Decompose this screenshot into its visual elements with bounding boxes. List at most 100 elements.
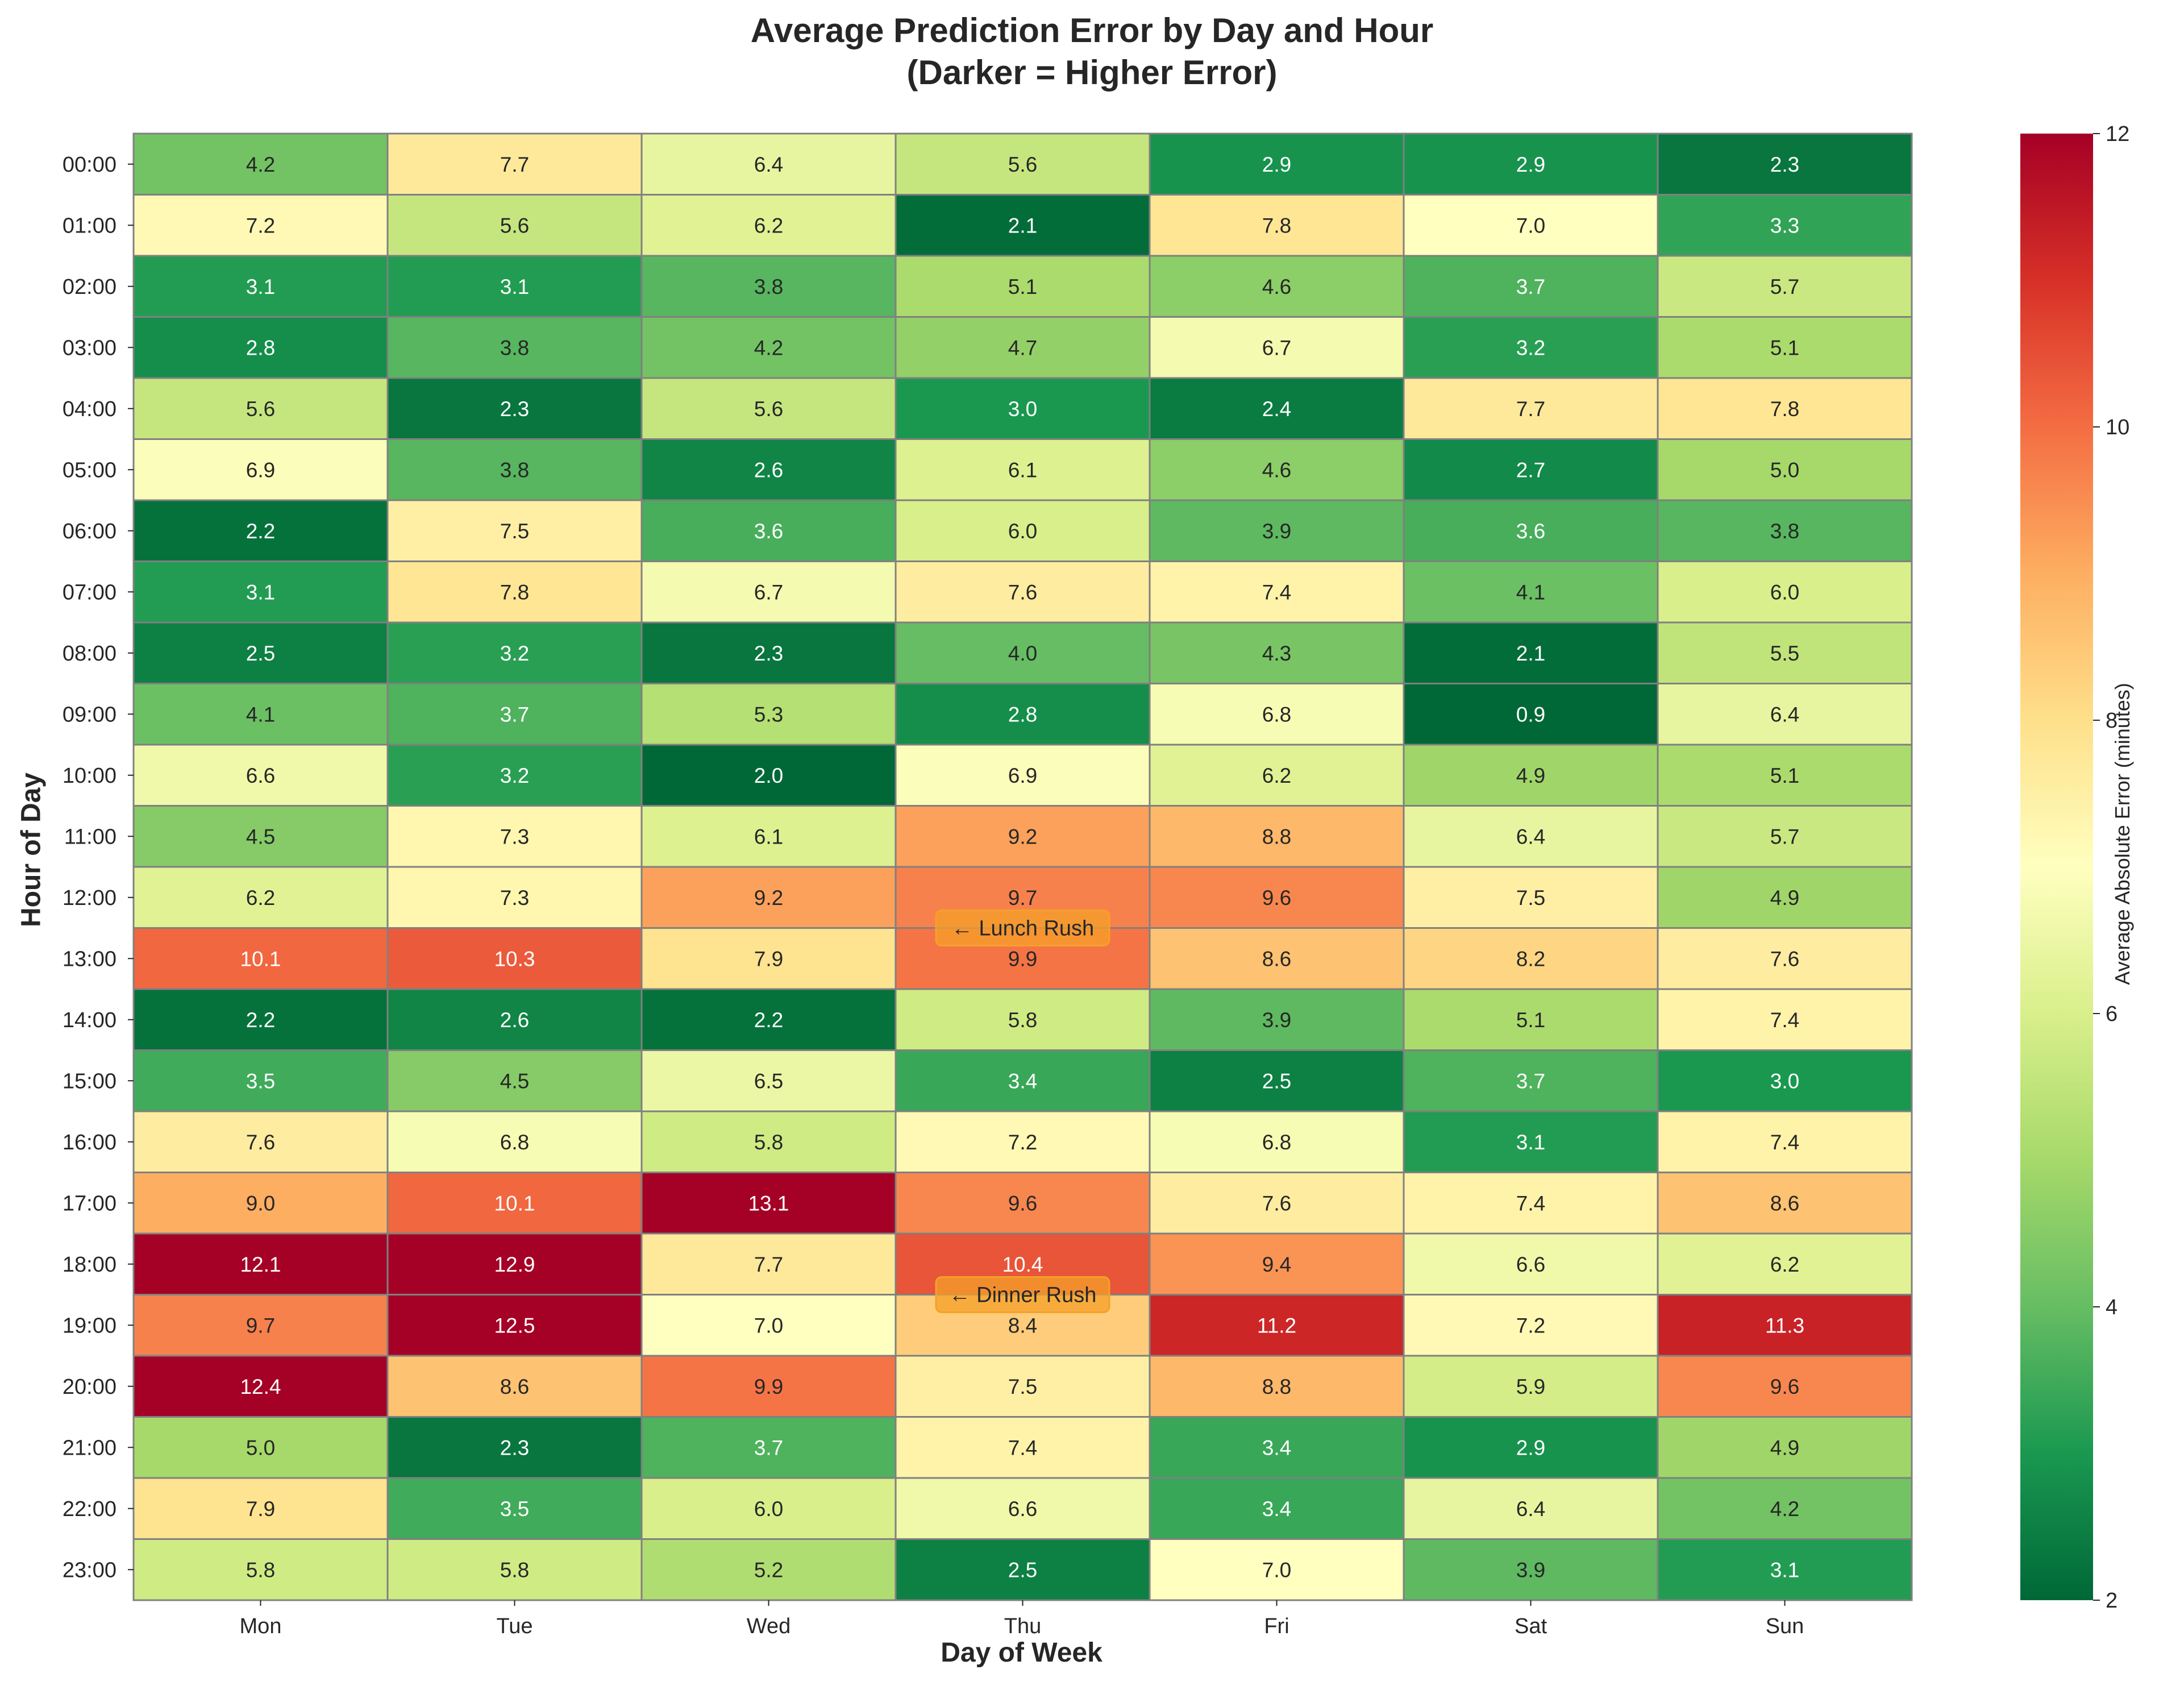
cell-value-label: 7.8: [1770, 397, 1799, 421]
heatmap-cell: [895, 1538, 1151, 1601]
cell-value-label: 6.1: [754, 825, 783, 848]
cell-value-label: 3.6: [754, 520, 783, 543]
cell-value-label: 2.5: [246, 642, 275, 665]
annotation-label: ← Dinner Rush: [949, 1284, 1097, 1307]
annotation-box: [935, 1276, 1110, 1313]
y-tick-label: 09:00: [63, 703, 117, 726]
cell-value-label: 9.2: [754, 886, 783, 910]
cell-value-label: 6.5: [754, 1069, 783, 1093]
heatmap-cell: [132, 194, 389, 257]
heatmap-cell: [1657, 1049, 1913, 1112]
cell-value-label: 7.5: [500, 520, 529, 543]
cell-value-label: 5.1: [1008, 275, 1037, 298]
cell-value-label: 2.8: [246, 336, 275, 359]
cell-value-label: 7.4: [1516, 1191, 1545, 1215]
heatmap-cell: [1657, 377, 1913, 440]
heatmap-cell: [1149, 1172, 1405, 1235]
chart-subtitle: (Darker = Higher Error): [906, 53, 1278, 92]
cell-value-label: 4.9: [1516, 764, 1545, 787]
cell-value-label: 6.9: [246, 458, 275, 481]
heatmap-cell: [386, 438, 643, 501]
cell-value-label: 2.2: [246, 1008, 275, 1032]
chart-title: Average Prediction Error by Day and Hour: [750, 11, 1434, 49]
heatmap-cell: [1657, 499, 1913, 562]
cell-value-label: 3.5: [500, 1497, 529, 1521]
colorbar-tick-label: 12: [2106, 122, 2129, 146]
cell-value-label: 12.9: [494, 1253, 535, 1276]
cell-value-label: 2.9: [1262, 153, 1291, 176]
heatmap-cell: [1149, 744, 1405, 807]
cell-value-label: 9.7: [246, 1314, 275, 1337]
y-tick-label: 08:00: [63, 642, 117, 666]
cell-value-label: 7.6: [1770, 947, 1799, 970]
cell-value-label: 2.2: [754, 1008, 783, 1032]
colorbar: [2020, 134, 2093, 1600]
heatmap-cell: [1657, 438, 1913, 501]
y-tick-label: 06:00: [63, 520, 117, 543]
heatmap-cell: [640, 1110, 897, 1173]
cell-value-label: 4.6: [1262, 458, 1291, 481]
cell-value-label: 2.6: [500, 1008, 529, 1032]
cell-value-label: 3.9: [1516, 1558, 1545, 1581]
heatmap-cell: [1403, 744, 1659, 807]
heatmap-cell: [1149, 1355, 1405, 1418]
cell-value-label: 5.0: [1770, 458, 1799, 481]
heatmap-cell: [895, 560, 1151, 624]
y-tick-label: 17:00: [63, 1191, 117, 1215]
y-tick-label: 03:00: [63, 336, 117, 360]
heatmap-cell: [132, 438, 389, 501]
cell-value-label: 0.9: [1516, 703, 1545, 726]
cell-value-label: 7.7: [500, 153, 529, 176]
heatmap-cell: [1657, 132, 1913, 196]
heatmap-cell: [1657, 621, 1913, 684]
heatmap-cell: [1149, 438, 1405, 501]
colorbar-label: Average Absolute Error (minutes): [2111, 683, 2134, 985]
cell-value-label: 5.9: [1516, 1375, 1545, 1398]
y-tick-label: 15:00: [63, 1069, 117, 1093]
cell-value-label: 6.2: [246, 886, 275, 910]
cell-value-label: 7.2: [1008, 1131, 1037, 1154]
cell-value-label: 12.1: [240, 1253, 281, 1276]
cell-value-label: 13.1: [748, 1191, 789, 1215]
cell-value-label: 3.7: [1516, 275, 1545, 298]
cell-value-label: 3.9: [1262, 1008, 1291, 1032]
annotation-box: [935, 910, 1110, 946]
cell-value-label: 6.4: [754, 153, 783, 176]
cell-value-label: 7.2: [1516, 1314, 1545, 1337]
cell-value-label: 8.6: [1770, 1191, 1799, 1215]
cell-value-label: 7.8: [500, 580, 529, 604]
cell-value-label: 7.2: [246, 214, 275, 237]
cell-value-label: 3.8: [500, 336, 529, 359]
y-tick-label: 05:00: [63, 458, 117, 482]
cell-value-label: 5.0: [246, 1436, 275, 1459]
cell-value-label: 7.4: [1262, 580, 1291, 604]
y-tick-label: 07:00: [63, 580, 117, 604]
cell-value-label: 4.3: [1262, 642, 1291, 665]
heatmap-cell: [895, 255, 1151, 318]
cell-value-label: 2.1: [1008, 214, 1037, 237]
cell-value-label: 3.1: [1770, 1558, 1799, 1581]
cell-value-label: 6.0: [1770, 580, 1799, 604]
x-tick-label: Sun: [1766, 1614, 1804, 1638]
cell-value-label: 3.9: [1262, 520, 1291, 543]
cell-value-label: 5.1: [1516, 1008, 1545, 1032]
heatmap-cell: [386, 1416, 643, 1479]
cell-value-label: 7.3: [500, 825, 529, 848]
cell-value-label: 8.6: [500, 1375, 529, 1398]
heatmap-cell: [1403, 1232, 1659, 1295]
cell-value-label: 6.4: [1516, 825, 1545, 848]
heatmap-cell: [1149, 1232, 1405, 1295]
heatmap-cell: [1149, 683, 1405, 746]
cell-value-label: 5.8: [754, 1131, 783, 1154]
cell-value-label: 3.2: [500, 764, 529, 787]
cell-value-label: 2.3: [500, 1436, 529, 1459]
heatmap-cell: [1149, 194, 1405, 257]
x-tick-label: Tue: [496, 1614, 533, 1638]
cell-value-label: 6.6: [246, 764, 275, 787]
cell-value-label: 7.4: [1770, 1008, 1799, 1032]
heatmap-cell: [1149, 927, 1405, 990]
x-axis-title: Day of Week: [941, 1638, 1103, 1668]
cell-value-label: 3.6: [1516, 520, 1545, 543]
cell-value-label: 6.0: [754, 1497, 783, 1521]
y-tick-label: 01:00: [63, 214, 117, 238]
